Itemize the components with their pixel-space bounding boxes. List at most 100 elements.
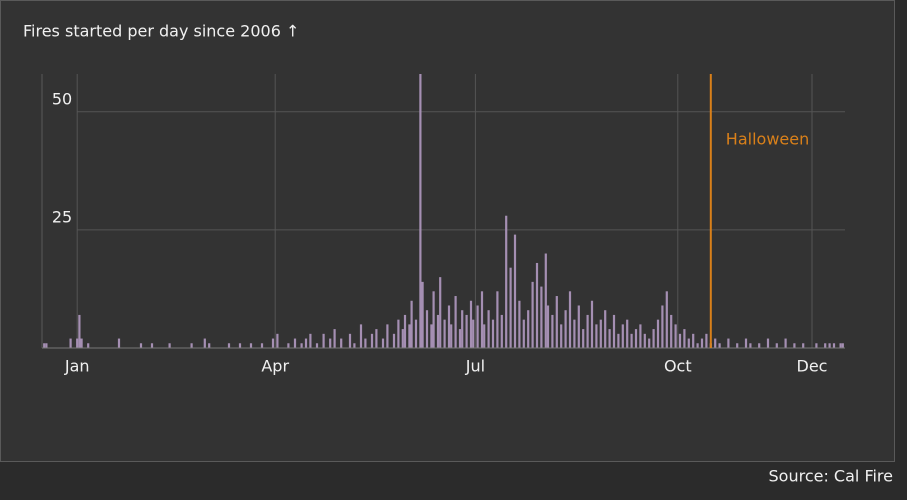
- bar: [718, 343, 721, 348]
- bar: [329, 338, 332, 348]
- bar: [348, 333, 352, 348]
- bar: [687, 338, 690, 348]
- bar: [815, 343, 818, 348]
- bar: [439, 277, 442, 348]
- bar: [505, 215, 508, 348]
- bar: [353, 343, 356, 348]
- bar: [425, 310, 429, 348]
- panel: [0, 0, 895, 462]
- bar: [705, 333, 708, 348]
- bar: [546, 305, 550, 348]
- bar: [744, 338, 748, 348]
- bar: [203, 338, 206, 348]
- bar: [604, 310, 607, 348]
- bar: [392, 333, 396, 348]
- bar: [661, 305, 664, 348]
- bar: [692, 333, 695, 348]
- bar: [150, 343, 154, 348]
- bar: [190, 343, 193, 348]
- bar: [381, 338, 385, 348]
- bar: [626, 319, 629, 348]
- bar: [168, 343, 171, 348]
- bar: [461, 310, 464, 348]
- bar: [802, 343, 805, 348]
- bar: [828, 343, 831, 348]
- x-tick-label: Dec: [797, 357, 828, 376]
- bar: [443, 319, 446, 348]
- bar: [496, 291, 499, 348]
- bar: [595, 324, 598, 348]
- bar: [736, 343, 739, 348]
- bar: [639, 324, 642, 348]
- bar: [793, 343, 796, 348]
- bar: [401, 329, 404, 348]
- bar: [447, 305, 451, 348]
- bar: [359, 324, 363, 348]
- bar: [696, 343, 699, 348]
- x-tick-label: Oct: [664, 357, 692, 376]
- bar: [364, 338, 367, 348]
- bar: [509, 267, 512, 348]
- x-tick-label: Jul: [465, 357, 485, 376]
- bar: [573, 319, 576, 348]
- bar: [634, 329, 638, 348]
- bar: [315, 343, 319, 348]
- bar: [276, 333, 279, 348]
- bar: [43, 343, 46, 348]
- bar: [700, 338, 704, 348]
- bar: [436, 314, 440, 348]
- annotation-label: Halloween: [726, 130, 809, 149]
- bar: [535, 262, 539, 348]
- bar: [333, 329, 336, 348]
- bar: [560, 324, 563, 348]
- bar: [568, 291, 572, 348]
- bar: [370, 333, 374, 348]
- bar: [271, 338, 275, 348]
- bar: [599, 319, 602, 348]
- bar: [491, 319, 495, 348]
- bar: [749, 343, 752, 348]
- bar: [531, 281, 534, 348]
- bar: [414, 319, 418, 348]
- bar: [630, 333, 633, 348]
- bar: [300, 343, 303, 348]
- bar: [648, 338, 651, 348]
- bar: [621, 324, 624, 348]
- bar: [208, 343, 211, 348]
- bar: [775, 343, 778, 348]
- bar: [87, 343, 90, 348]
- bar: [397, 319, 400, 348]
- bar: [540, 286, 543, 348]
- bar: [612, 314, 616, 348]
- bar: [78, 314, 81, 348]
- bar: [841, 343, 844, 348]
- bar: [643, 333, 646, 348]
- bar: [590, 300, 594, 348]
- bar: [608, 329, 611, 348]
- bar: [577, 305, 580, 348]
- bar: [304, 338, 308, 348]
- bar: [678, 333, 682, 348]
- bar: [80, 338, 83, 348]
- bar: [564, 310, 567, 348]
- bar: [824, 343, 827, 348]
- bar: [656, 319, 660, 348]
- bar: [527, 310, 530, 348]
- bar: [293, 338, 297, 348]
- bar: [260, 343, 264, 348]
- bar: [617, 333, 620, 348]
- bar: [408, 324, 411, 348]
- bar: [375, 329, 378, 348]
- bar: [727, 338, 730, 348]
- bar: [472, 319, 475, 348]
- chart-title: Fires started per day since 2006 ↑: [23, 22, 299, 41]
- bar: [551, 314, 554, 348]
- bar: [458, 329, 462, 348]
- bar: [45, 343, 48, 348]
- bar: [309, 333, 312, 348]
- y-tick-label: 25: [52, 207, 72, 226]
- bar: [76, 338, 79, 348]
- x-tick-label: Jan: [64, 357, 90, 376]
